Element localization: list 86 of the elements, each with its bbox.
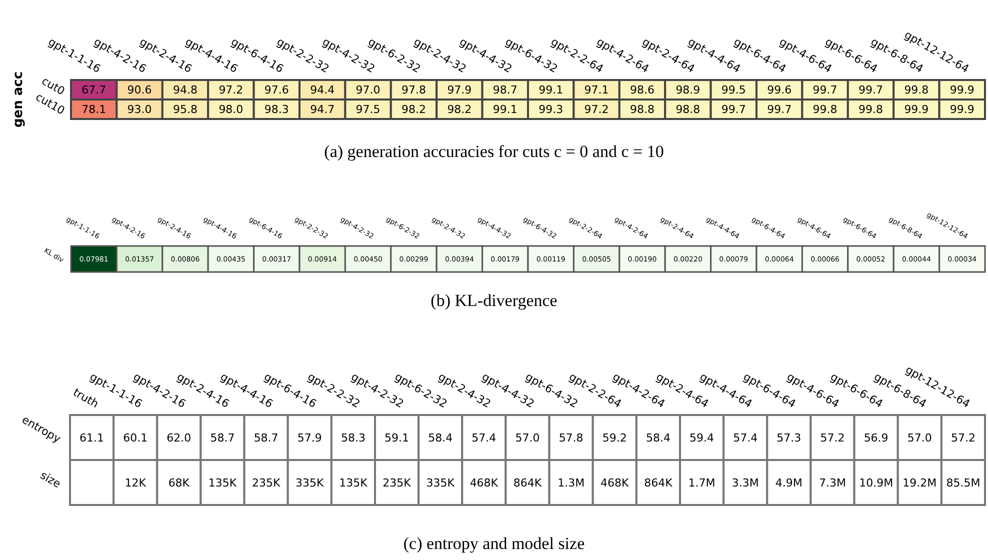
- data-label: 12K: [124, 476, 147, 490]
- data-label: 97.9: [447, 84, 472, 97]
- data-label: 4.9M: [775, 476, 802, 490]
- text: (c) entropy and model size: [403, 534, 585, 553]
- data-label: 335K: [296, 476, 325, 490]
- data-label: 97.2: [218, 84, 244, 97]
- data-label: 99.3: [538, 103, 564, 116]
- data-label: 98.8: [630, 103, 654, 116]
- data-label: 3.3M: [732, 476, 759, 490]
- data-label: 99.5: [721, 84, 746, 97]
- data-label: 19.2M: [902, 476, 937, 490]
- data-label: 98.2: [447, 103, 472, 116]
- data-label: 99.9: [950, 103, 974, 116]
- data-label: 97.5: [356, 103, 380, 116]
- data-label: 93.0: [127, 103, 152, 116]
- data-label: 62.0: [166, 431, 192, 444]
- data-label: 94.4: [310, 84, 335, 97]
- data-label: 67.7: [82, 84, 106, 97]
- data-label: 99.9: [904, 103, 929, 116]
- data-label: 468K: [600, 476, 630, 490]
- data-label: 58.7: [254, 431, 278, 444]
- data-label: 1.7M: [688, 476, 716, 490]
- data-label: 59.1: [384, 431, 410, 444]
- data-label: 97.6: [264, 84, 289, 97]
- data-label: 99.8: [904, 84, 929, 97]
- data-label: 99.1: [538, 84, 564, 97]
- data-label: 99.7: [812, 84, 838, 97]
- data-label: 98.2: [402, 103, 426, 116]
- data-label: 468K: [470, 476, 499, 490]
- y-tick-label: size: [38, 468, 64, 491]
- data-label: 135K: [208, 476, 238, 490]
- data-label: 57.0: [515, 431, 540, 444]
- data-label: 235K: [252, 476, 281, 490]
- data-label: 98.8: [676, 103, 700, 116]
- data-label: 99.7: [767, 103, 792, 116]
- data-label: 97.1: [584, 84, 609, 97]
- data-label: 97.0: [356, 84, 380, 97]
- data-label: 57.2: [820, 431, 845, 444]
- data-label: 57.3: [776, 431, 802, 444]
- data-label: 95.8: [173, 103, 198, 116]
- data-label: 99.7: [721, 103, 746, 116]
- data-label: 85.5M: [946, 476, 980, 490]
- data-label: 98.7: [492, 84, 518, 97]
- text: (b) KL-divergence: [430, 291, 558, 310]
- data-label: 99.6: [767, 84, 792, 97]
- data-label: 99.7: [858, 84, 883, 97]
- data-label: 235K: [382, 476, 412, 490]
- data-label: 57.4: [472, 431, 496, 444]
- data-label: 864K: [513, 476, 542, 490]
- data-label: 57.8: [558, 431, 584, 444]
- data-label: 7.3M: [819, 476, 846, 490]
- data-label: 99.1: [492, 103, 518, 116]
- text: (a) generation accuracies for cuts c = 0 and c = 10: [324, 142, 664, 161]
- data-label: 98.9: [676, 84, 700, 97]
- data-label: 98.3: [264, 103, 289, 116]
- data-label: 99.8: [858, 103, 883, 116]
- data-label: 68K: [168, 476, 190, 490]
- data-label: 59.2: [602, 431, 627, 444]
- data-label: 94.8: [173, 84, 198, 97]
- data-label: 10.9M: [859, 476, 894, 490]
- data-label: 1.3M: [558, 476, 585, 490]
- data-label: 97.8: [402, 84, 426, 97]
- data-label: 335K: [426, 476, 456, 490]
- data-label: 57.4: [733, 431, 758, 444]
- data-label: 58.3: [340, 431, 366, 444]
- data-label: 58.4: [428, 431, 453, 444]
- y-axis-title: gen acc: [11, 71, 26, 128]
- data-label: 58.4: [646, 431, 670, 444]
- data-label: 98.6: [630, 84, 654, 97]
- data-label: 58.7: [210, 431, 235, 444]
- data-label: 98.0: [218, 103, 244, 116]
- data-label: 135K: [339, 476, 368, 490]
- data-label: 59.4: [690, 431, 714, 444]
- data-label: 56.9: [864, 431, 888, 444]
- data-label: 90.6: [127, 84, 152, 97]
- data-label: 94.7: [310, 103, 335, 116]
- data-label: 57.0: [907, 431, 932, 444]
- data-label: 864K: [644, 476, 674, 490]
- data-label: 78.1: [82, 103, 106, 116]
- data-label: 61.1: [80, 431, 104, 444]
- data-label: 97.2: [584, 103, 609, 116]
- data-label: 60.1: [123, 431, 148, 444]
- data-label: 57.2: [950, 431, 976, 444]
- data-label: 57.9: [297, 431, 322, 444]
- data-label: 99.9: [950, 84, 974, 97]
- data-label: 99.8: [812, 103, 838, 116]
